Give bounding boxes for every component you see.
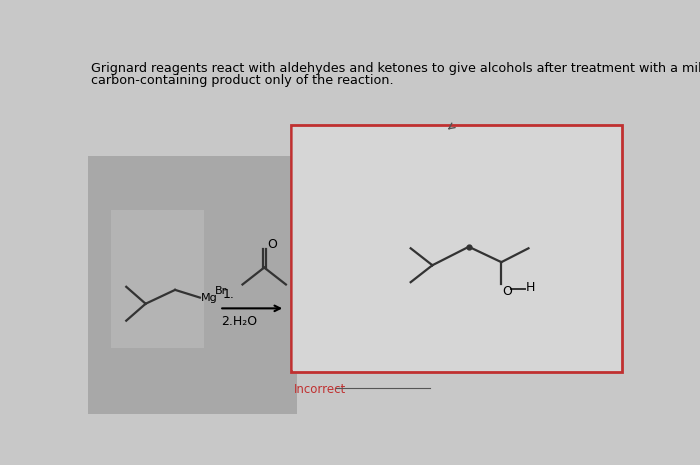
Text: O: O [502, 285, 512, 298]
Text: Br: Br [216, 286, 228, 296]
Bar [111, 210, 204, 348]
Text: Incorrect: Incorrect [294, 383, 346, 396]
Bar [290, 125, 622, 372]
Text: Grignard reagents react with aldehydes and ketones to give alcohols after treatm: Grignard reagents react with aldehydes a… [92, 62, 700, 75]
Text: 1.: 1. [223, 288, 235, 301]
Text: H: H [526, 281, 535, 294]
Text: carbon-containing product only of the reaction.: carbon-containing product only of the re… [92, 74, 394, 87]
Text: 2.H₂O: 2.H₂O [220, 314, 257, 327]
Bar [292, 126, 621, 370]
Bar [88, 156, 297, 414]
Text: Mg: Mg [201, 293, 218, 303]
Text: O: O [267, 238, 277, 251]
